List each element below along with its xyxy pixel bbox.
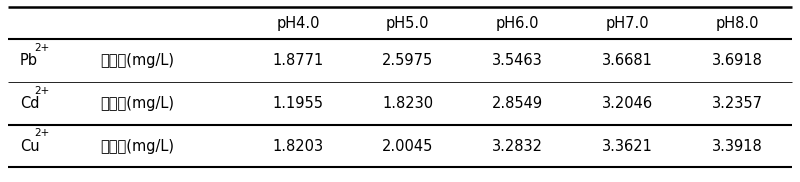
Text: 吸附量(mg/L): 吸附量(mg/L): [101, 139, 174, 154]
Text: pH6.0: pH6.0: [496, 16, 539, 31]
Text: pH5.0: pH5.0: [386, 16, 430, 31]
Text: 3.3621: 3.3621: [602, 139, 653, 154]
Text: pH8.0: pH8.0: [715, 16, 759, 31]
Text: 3.2832: 3.2832: [492, 139, 543, 154]
Text: 1.1955: 1.1955: [273, 96, 323, 111]
Text: 吸附量(mg/L): 吸附量(mg/L): [101, 96, 174, 111]
Text: Cd: Cd: [20, 96, 39, 111]
Text: 1.8203: 1.8203: [273, 139, 324, 154]
Text: 2+: 2+: [34, 86, 50, 96]
Text: 吸附量(mg/L): 吸附量(mg/L): [101, 53, 174, 68]
Text: 3.2357: 3.2357: [712, 96, 762, 111]
Text: Cu: Cu: [20, 139, 40, 154]
Text: 3.2046: 3.2046: [602, 96, 653, 111]
Text: 3.6918: 3.6918: [712, 53, 762, 68]
Text: 3.3918: 3.3918: [712, 139, 762, 154]
Text: 2+: 2+: [34, 43, 50, 53]
Text: pH7.0: pH7.0: [606, 16, 649, 31]
Text: Pb: Pb: [20, 53, 38, 68]
Text: 2.8549: 2.8549: [492, 96, 543, 111]
Text: 2+: 2+: [34, 128, 50, 138]
Text: 2.5975: 2.5975: [382, 53, 434, 68]
Text: pH4.0: pH4.0: [276, 16, 320, 31]
Text: 2.0045: 2.0045: [382, 139, 434, 154]
Text: 1.8230: 1.8230: [382, 96, 434, 111]
Text: 3.5463: 3.5463: [492, 53, 543, 68]
Text: 1.8771: 1.8771: [273, 53, 324, 68]
Text: 3.6681: 3.6681: [602, 53, 653, 68]
